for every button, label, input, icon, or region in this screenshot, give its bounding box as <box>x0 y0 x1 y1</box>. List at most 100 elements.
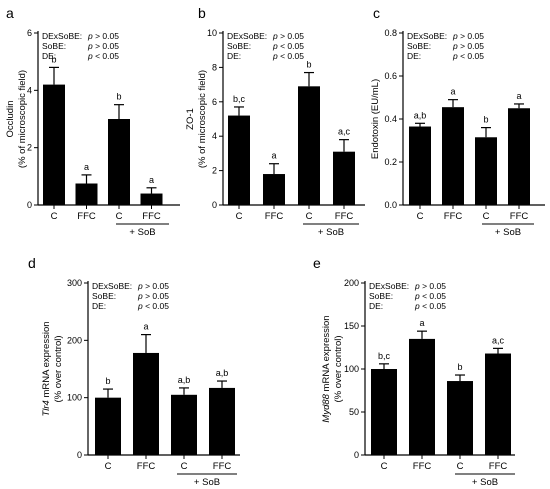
y-tick-label: 150 <box>344 321 359 331</box>
x-tick-label: FFC <box>444 211 463 222</box>
y-tick-label: 6 <box>212 97 217 107</box>
y-axis-label: (% over control) <box>53 335 64 402</box>
y-axis-label: (% of microscopic field) <box>197 70 208 168</box>
stat-value: p < 0.05 <box>414 301 446 311</box>
chart-e: 0 50 100 150 200 Myd88 mRNA expression (% over… <box>321 278 515 488</box>
y-axis-label: (% over control) <box>333 335 344 402</box>
group-label: + SoB <box>318 227 344 238</box>
chart-d: 0 100 200 300 Tlr4 mRNA expression (% over co… <box>41 278 240 488</box>
bar <box>140 193 163 205</box>
y-tick-label: 4 <box>212 131 217 141</box>
x-tick-label: C <box>381 461 388 472</box>
significance-label: a,c <box>338 127 351 137</box>
y-axis-label: Occludin <box>5 101 16 138</box>
y-tick-label: 200 <box>344 278 359 288</box>
y-axis-label: ZO-1 <box>185 108 196 130</box>
stat-value: p < 0.05 <box>272 51 304 61</box>
stat-name: DE: <box>92 301 106 311</box>
bar <box>447 381 473 455</box>
x-tick-label: FFC <box>213 461 232 472</box>
panel-e: e 0 50 100 150 200 Myd88 mRNA expression (% ov… <box>313 255 515 488</box>
bar <box>485 353 511 455</box>
x-tick-label: C <box>116 211 123 222</box>
significance-label: a <box>516 91 521 101</box>
stat-name: DExSoBE: <box>42 31 82 41</box>
y-tick-label: 0 <box>77 450 82 460</box>
stat-value: p > 0.05 <box>452 31 484 41</box>
significance-label: b,c <box>233 94 246 104</box>
x-tick-label: FFC <box>413 461 432 472</box>
y-axis-label: Endotoxin (EU/mL) <box>370 79 381 159</box>
y-tick-label: 100 <box>344 364 359 374</box>
bar <box>209 387 235 455</box>
stat-value: p > 0.05 <box>137 291 169 301</box>
stat-value: p < 0.05 <box>137 301 169 311</box>
panel-b: b 0 2 4 6 8 10 ZO-1 (% of microscopic field) b,c… <box>185 5 365 238</box>
bar <box>75 183 98 205</box>
significance-label: a <box>271 151 276 161</box>
significance-label: a <box>84 162 89 172</box>
bar <box>475 137 497 205</box>
stat-value: p < 0.05 <box>272 41 304 51</box>
stat-value: p > 0.05 <box>87 31 119 41</box>
x-tick-label: C <box>483 211 490 222</box>
chart-a: 0 2 4 6 Occludin (% of microscopic field) b Ca F… <box>5 28 180 238</box>
y-tick-label: 200 <box>67 335 82 345</box>
x-tick-label: C <box>457 461 464 472</box>
bar <box>409 126 431 205</box>
significance-label: a <box>143 322 148 332</box>
panel-c: c 0.0 0.2 0.4 0.6 0.8 Endotoxin (EU/mL) a,b Ca F… <box>370 5 545 238</box>
x-tick-label: FFC <box>335 211 354 222</box>
chart-c: 0.0 0.2 0.4 0.6 0.8 Endotoxin (EU/mL) a,b Ca FFC… <box>370 28 545 238</box>
bar <box>43 84 65 205</box>
x-tick-label: C <box>105 461 112 472</box>
stat-name: DE: <box>369 301 383 311</box>
x-tick-label: C <box>306 211 313 222</box>
group-label: + SoB <box>495 227 521 238</box>
group-label: + SoB <box>194 477 220 488</box>
y-tick-label: 2 <box>212 166 217 176</box>
bar <box>333 151 355 205</box>
y-tick-label: 10 <box>207 28 217 38</box>
stat-name: SoBE: <box>42 41 66 51</box>
y-tick-label: 0.6 <box>384 71 397 81</box>
bar <box>409 338 435 455</box>
panel-letter-b: b <box>198 5 206 21</box>
significance-label: b,c <box>378 351 391 361</box>
group-label: + SoB <box>472 477 498 488</box>
x-tick-label: C <box>417 211 424 222</box>
stat-value: p > 0.05 <box>272 31 304 41</box>
x-tick-label: FFC <box>510 211 529 222</box>
y-tick-label: 8 <box>212 62 217 72</box>
y-tick-label: 0.8 <box>384 28 397 38</box>
stat-name: SoBE: <box>407 41 431 51</box>
y-axis-label: (% of microscopic field) <box>17 70 28 168</box>
stat-name: DExSoBE: <box>369 281 409 291</box>
y-tick-label: 6 <box>27 28 32 38</box>
panel-d: d 0 100 200 300 Tlr4 mRNA expression (% over … <box>28 255 240 488</box>
x-tick-label: FFC <box>489 461 508 472</box>
significance-label: a,c <box>492 335 505 345</box>
bar <box>371 369 397 455</box>
significance-label: a,b <box>216 368 229 378</box>
panel-letter-a: a <box>6 5 14 21</box>
significance-label: a <box>419 318 424 328</box>
panel-letter-d: d <box>28 255 36 271</box>
stat-value: p > 0.05 <box>87 41 119 51</box>
bar <box>171 394 197 455</box>
stat-name: DE: <box>407 51 421 61</box>
y-tick-label: 2 <box>27 143 32 153</box>
y-tick-label: 0.4 <box>384 114 397 124</box>
y-tick-label: 0.0 <box>384 200 397 210</box>
y-tick-label: 0.2 <box>384 157 397 167</box>
significance-label: a,b <box>414 110 427 120</box>
y-axis-label: Myd88 mRNA expression <box>321 315 332 422</box>
bar <box>108 119 130 205</box>
bar <box>298 86 320 205</box>
significance-label: a,b <box>178 375 191 385</box>
stat-value: p > 0.05 <box>452 41 484 51</box>
x-tick-label: C <box>236 211 243 222</box>
stat-value: p < 0.05 <box>87 51 119 61</box>
bar <box>263 174 285 205</box>
